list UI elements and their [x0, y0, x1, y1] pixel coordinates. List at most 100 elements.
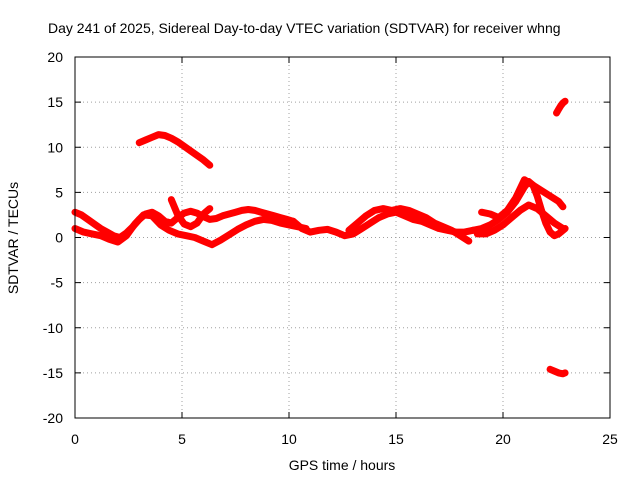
data-point [114, 239, 121, 245]
data-point [78, 211, 85, 218]
data-point [97, 225, 104, 232]
data-point [187, 223, 194, 230]
data-point [375, 214, 382, 221]
data-point [482, 230, 489, 237]
data-point [512, 194, 519, 201]
data-point [504, 207, 511, 214]
data-point [174, 138, 181, 145]
data-point [448, 227, 455, 234]
data-point [183, 232, 190, 239]
data-point [200, 211, 207, 217]
data-point [234, 226, 241, 233]
data-point [123, 232, 130, 239]
data-layer [71, 97, 569, 378]
data-point [358, 225, 365, 232]
series-arc-high-22h [553, 97, 569, 117]
data-point [206, 205, 213, 212]
data-point [91, 221, 98, 227]
data-point [213, 215, 220, 222]
data-point [264, 211, 271, 217]
series-arc-mid-13-19h [345, 205, 473, 245]
data-point [140, 211, 147, 218]
data-point [258, 209, 265, 216]
y-tick-label: 20 [47, 49, 63, 65]
data-point [534, 205, 541, 212]
data-point [181, 221, 188, 227]
data-point [194, 152, 200, 159]
data-point [478, 209, 485, 216]
y-tick-label: 0 [55, 230, 63, 246]
series-trace [71, 211, 310, 249]
data-point [89, 230, 96, 237]
data-point [104, 229, 111, 236]
data-point [251, 218, 258, 225]
data-point [194, 210, 200, 217]
data-point [410, 216, 417, 223]
data-point [380, 205, 387, 212]
data-point [174, 230, 181, 237]
data-point [238, 207, 245, 214]
data-point [232, 209, 239, 216]
data-point [290, 218, 297, 225]
data-point [487, 211, 494, 217]
x-axis-label: GPS time / hours [289, 457, 396, 473]
data-point [555, 198, 562, 205]
series-arc-high-3h [135, 131, 214, 169]
data-point [131, 221, 138, 227]
data-point [508, 214, 515, 221]
data-point [80, 229, 87, 236]
data-point [226, 231, 233, 238]
data-point [562, 98, 569, 105]
x-tick-label: 0 [71, 431, 79, 447]
data-point [181, 143, 188, 150]
data-point [542, 212, 549, 219]
data-point [217, 237, 224, 244]
data-point [547, 229, 554, 236]
data-point [517, 207, 524, 214]
data-point [155, 131, 162, 138]
data-point [397, 205, 404, 212]
data-point [84, 216, 91, 223]
y-tick-label: -20 [43, 410, 63, 426]
data-point [431, 220, 438, 227]
data-point [478, 225, 485, 232]
data-point [168, 135, 175, 142]
x-tick-label: 15 [388, 431, 404, 447]
y-tick-label: 10 [47, 139, 63, 155]
data-point [168, 196, 175, 203]
series-arc-main-lower [71, 211, 310, 249]
data-point [166, 227, 173, 234]
x-tick-label: 10 [281, 431, 297, 447]
data-point [219, 212, 226, 219]
data-point [559, 203, 566, 210]
data-point [243, 221, 250, 228]
series-arc-late-upper-spikes [478, 176, 567, 222]
y-tick-label: 5 [55, 184, 63, 200]
series-arc-late-lower [473, 201, 567, 238]
data-point [405, 207, 412, 214]
data-point [316, 227, 322, 234]
data-point [307, 229, 314, 236]
series-arc-mid-10-15h [289, 208, 477, 240]
data-point [187, 147, 194, 154]
chart-title: Day 241 of 2025, Sidereal Day-to-day VTE… [48, 20, 561, 36]
data-point [168, 220, 175, 227]
y-tick-label: -10 [43, 320, 63, 336]
y-tick-label: 15 [47, 94, 63, 110]
data-point [245, 206, 252, 213]
data-point [206, 216, 213, 223]
data-point [260, 216, 267, 223]
data-point [106, 236, 113, 243]
y-axis-label: SDTVAR / TECUs [5, 182, 21, 294]
data-point [251, 207, 258, 214]
data-point [474, 230, 481, 237]
data-point [97, 232, 104, 239]
data-point [200, 156, 207, 163]
data-point [559, 225, 566, 232]
data-point [200, 238, 207, 245]
data-point [487, 221, 494, 228]
data-point [181, 210, 188, 217]
data-point [194, 220, 200, 227]
data-point [268, 217, 275, 224]
data-point [500, 221, 506, 228]
